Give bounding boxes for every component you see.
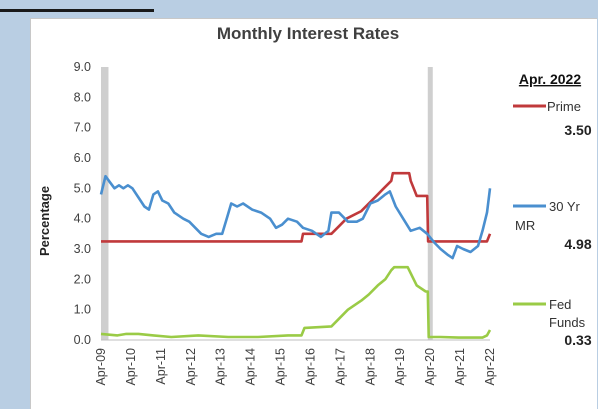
y-tick-label: 1.0	[74, 303, 91, 317]
y-tick-label: 3.0	[74, 242, 91, 256]
chart-panel: 0.0 1.0 2.0 3.0 4.0 5.0 6.0 7.0 8.0 9.0 Apr-09 Apr-…	[30, 18, 597, 409]
x-tick-label: Apr-16	[303, 348, 317, 386]
legend-value-prime: 3.50	[564, 122, 591, 138]
series-line-prime	[101, 171, 492, 243]
legend-label-30-yr-mr: MR	[515, 218, 535, 233]
legend-label-30-yr-mr: 30 Yr	[549, 199, 581, 214]
legend-value-fed-funds: 0.33	[564, 332, 591, 348]
chart-title: Monthly Interest Rates	[217, 24, 399, 43]
series-line-30-yr-mr	[99, 174, 492, 260]
x-tick-label: Apr-17	[333, 348, 347, 386]
legend-label-fed-funds: Funds	[549, 315, 586, 330]
x-tick-label: Apr-10	[124, 348, 138, 386]
y-tick-label: 2.0	[74, 272, 91, 286]
x-tick-label: Apr-19	[393, 348, 407, 386]
x-tick-label: Apr-22	[483, 348, 497, 386]
x-tick-label: Apr-13	[214, 348, 228, 386]
x-tick-label: Apr-14	[244, 348, 258, 386]
line-chart: 0.0 1.0 2.0 3.0 4.0 5.0 6.0 7.0 8.0 9.0 Apr-09 Apr-…	[37, 24, 592, 386]
y-tick-label: 8.0	[74, 90, 91, 104]
recession-shade-0	[101, 67, 109, 340]
y-tick-label: 5.0	[74, 181, 91, 195]
header-rule	[0, 9, 154, 12]
legend-label-prime: Prime	[547, 99, 581, 114]
legend-label-fed-funds: Fed	[549, 297, 571, 312]
y-tick-label: 0.0	[74, 333, 91, 347]
x-tick-label: Apr-11	[154, 348, 168, 385]
y-tick-label: 6.0	[74, 151, 91, 165]
x-tick-label: Apr-21	[453, 348, 467, 386]
y-axis-label: Percentage	[37, 186, 52, 256]
x-tick-label: Apr-09	[94, 348, 108, 386]
series-line-fed-funds	[100, 265, 492, 339]
legend-heading: Apr. 2022	[519, 71, 581, 87]
recession-shade-1	[427, 67, 433, 340]
y-tick-label: 4.0	[74, 212, 91, 226]
x-tick-label: Apr-12	[184, 348, 198, 386]
x-tick-label: Apr-18	[363, 348, 377, 386]
y-tick-label: 7.0	[74, 121, 91, 135]
y-tick-label: 9.0	[74, 60, 91, 74]
legend-value-30-yr-mr: 4.98	[564, 236, 591, 252]
x-tick-label: Apr-15	[274, 348, 288, 386]
x-tick-label: Apr-20	[423, 348, 437, 386]
